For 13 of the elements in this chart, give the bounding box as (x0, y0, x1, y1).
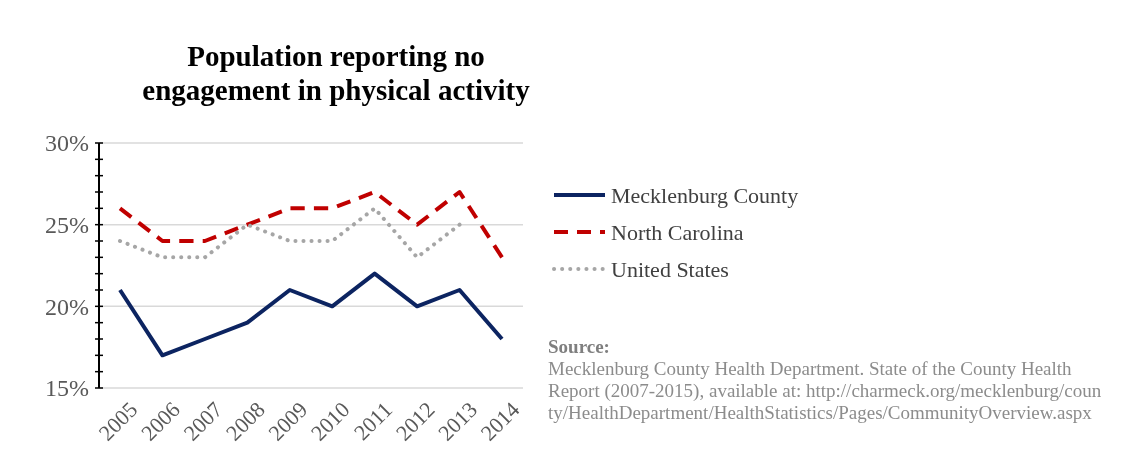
line-series (118, 271, 504, 358)
legend-label: Mecklenburg County (611, 182, 799, 208)
source-note: Source: (548, 336, 610, 357)
text: Mecklenburg County Health Department. State of the County Health Report (2007-2015), available at: http://charmeck.org/mecklenburg/county/HealthDepartment/HealthStatistics/Pages/CommunityOverview.aspx (548, 358, 1102, 423)
legend-label: United States (611, 256, 729, 282)
legend-label: North Carolina (611, 219, 744, 245)
line-series (118, 190, 504, 260)
chart-title: Population reporting no engagement in physical activity (142, 40, 531, 106)
y-tick-label: 20% (45, 293, 89, 320)
y-tick-label: 15% (45, 375, 89, 402)
y-tick-label: 30% (45, 130, 89, 157)
y-tick-label: 25% (45, 212, 89, 239)
line-series (118, 206, 462, 260)
